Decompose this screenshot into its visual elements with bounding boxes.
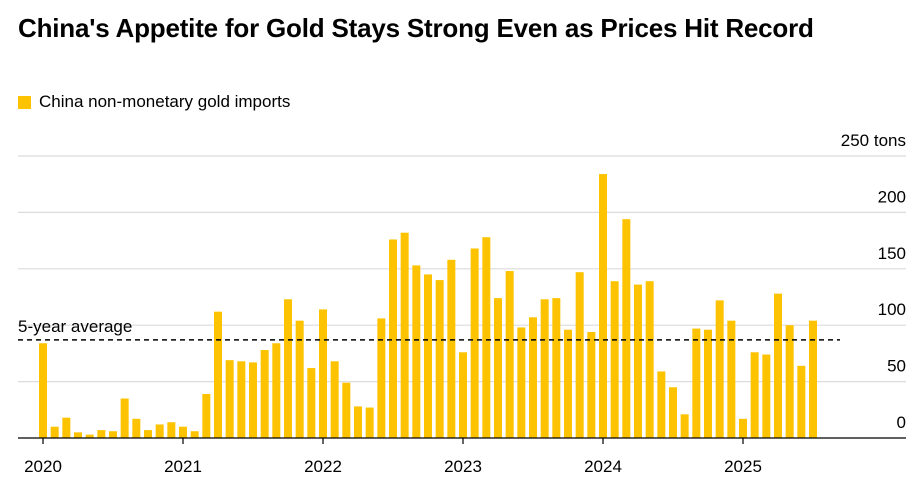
bar — [330, 361, 339, 438]
bar — [610, 281, 619, 438]
bar — [680, 414, 689, 438]
bar — [412, 265, 421, 438]
bar — [459, 352, 467, 438]
bar — [155, 424, 164, 438]
bar — [435, 280, 444, 438]
bar — [85, 434, 94, 438]
bar — [797, 365, 806, 438]
bar — [284, 299, 292, 438]
bar — [494, 298, 502, 438]
bar — [517, 327, 526, 438]
bar — [645, 281, 654, 438]
bar — [552, 298, 561, 438]
bar — [669, 387, 677, 438]
y-tick-label: 250 tons — [841, 131, 906, 150]
bar — [704, 329, 712, 438]
bar — [249, 362, 257, 438]
legend-swatch — [18, 95, 31, 109]
bar — [727, 320, 736, 438]
bar — [39, 343, 47, 438]
bar — [750, 352, 759, 438]
bar — [564, 329, 572, 438]
bar — [132, 418, 141, 438]
bar — [400, 232, 409, 438]
x-tick-label: 2020 — [24, 457, 62, 476]
bar — [354, 406, 362, 438]
bar — [622, 219, 631, 438]
bar — [377, 318, 386, 438]
bar — [657, 371, 666, 438]
bar — [540, 299, 549, 438]
bar — [225, 360, 234, 438]
x-tick-label: 2024 — [584, 457, 622, 476]
bar — [295, 320, 304, 438]
bar — [599, 174, 607, 438]
y-tick-label: 200 — [878, 187, 906, 206]
y-tick-label: 0 — [897, 413, 906, 432]
bar — [692, 328, 701, 438]
bar — [319, 309, 327, 438]
bar — [505, 271, 514, 438]
bar — [202, 394, 211, 438]
bar — [97, 430, 106, 438]
bar — [774, 293, 782, 438]
bar — [529, 317, 537, 438]
bar — [715, 300, 724, 438]
bar — [447, 259, 456, 438]
legend: China non-monetary gold imports — [18, 92, 290, 112]
bar — [120, 398, 129, 438]
bar — [342, 382, 351, 438]
bar — [809, 320, 817, 438]
average-label: 5-year average — [18, 317, 132, 336]
bar — [237, 361, 246, 438]
bar — [575, 272, 584, 438]
bar — [190, 431, 199, 438]
bar — [470, 248, 479, 438]
bar — [62, 417, 71, 438]
bar — [74, 432, 82, 438]
bar — [482, 237, 491, 438]
bar — [307, 368, 316, 438]
x-tick-label: 2023 — [444, 457, 482, 476]
bar — [179, 426, 187, 438]
bar — [739, 418, 747, 438]
y-tick-label: 150 — [878, 244, 906, 263]
bar — [587, 331, 596, 438]
bar — [167, 422, 176, 438]
bar — [50, 426, 59, 438]
chart-title: China's Appetite for Gold Stays Strong E… — [18, 13, 814, 43]
legend-label: China non-monetary gold imports — [39, 92, 291, 111]
bar — [365, 407, 374, 438]
bar — [762, 354, 771, 438]
bar — [260, 350, 269, 438]
bar — [109, 431, 117, 438]
bar — [214, 311, 222, 438]
x-tick-label: 2021 — [164, 457, 202, 476]
y-tick-label: 50 — [887, 357, 906, 376]
bar — [144, 430, 152, 438]
bar — [634, 284, 642, 438]
y-tick-label: 100 — [878, 300, 906, 319]
bar — [272, 343, 281, 438]
x-tick-label: 2022 — [304, 457, 342, 476]
bar — [424, 274, 432, 438]
bar — [389, 239, 397, 438]
x-tick-label: 2025 — [724, 457, 762, 476]
bar — [785, 325, 794, 438]
